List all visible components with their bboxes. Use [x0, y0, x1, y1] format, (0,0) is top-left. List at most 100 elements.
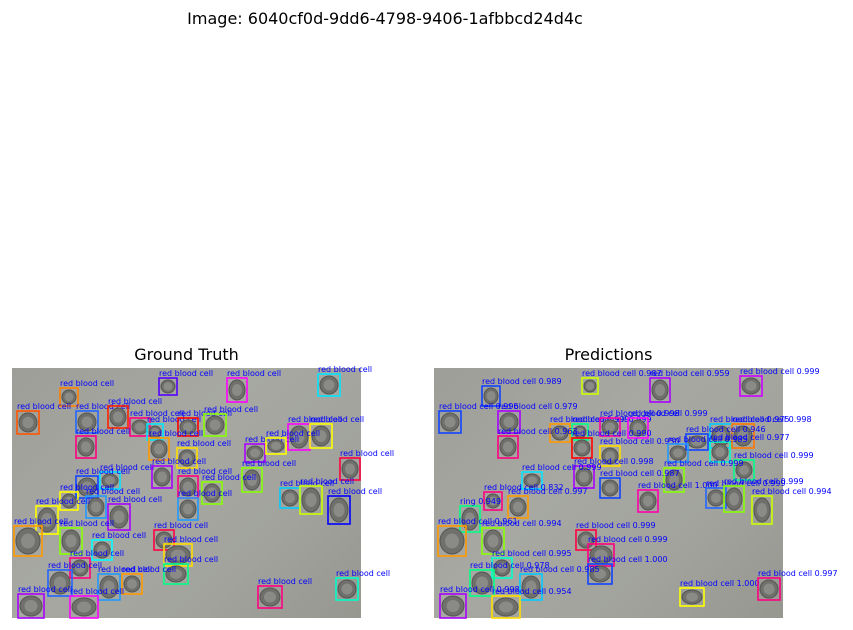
- cell-center: [757, 503, 767, 517]
- detection: red blood cell: [85, 487, 140, 519]
- detection-label: red blood cell: [98, 565, 152, 574]
- detection: red blood cell: [59, 519, 114, 555]
- detection-label: red blood cell 0.987: [582, 369, 662, 378]
- bounding-box: [751, 495, 773, 525]
- bounding-box: [35, 505, 59, 535]
- cell-center: [154, 443, 164, 455]
- detection-label: red blood cell 0.998: [440, 585, 520, 594]
- cell-center: [586, 382, 594, 390]
- cell-center: [75, 563, 85, 573]
- cell-center: [513, 501, 523, 513]
- detection: red blood cell: [176, 439, 231, 469]
- detection-label: red blood cell 0.950: [600, 437, 680, 446]
- cell-center: [183, 422, 193, 432]
- cell-center: [643, 495, 653, 507]
- cell-center: [673, 448, 683, 458]
- cell-center: [207, 487, 217, 499]
- cell-center: [64, 392, 74, 402]
- detection-label: red blood cell: [152, 457, 206, 466]
- bounding-box: [107, 503, 131, 531]
- detection-label: red blood cell: [92, 531, 146, 540]
- bounding-box: [733, 459, 755, 481]
- bounding-box: [241, 467, 263, 493]
- detection: red blood cell 0.999: [627, 409, 708, 439]
- bounding-box: [521, 471, 543, 490]
- cell-center: [527, 476, 537, 485]
- bounding-box: [75, 475, 99, 499]
- detection: red blood cell: [99, 463, 154, 490]
- cell-center: [446, 600, 460, 612]
- detection: red blood cell: [158, 369, 213, 396]
- detection: red blood cell: [163, 555, 218, 585]
- detection: red blood cell 0.950: [599, 437, 680, 467]
- cell-center: [271, 442, 281, 450]
- detection-label: red blood cell 0.999: [522, 463, 602, 472]
- bounding-box: [151, 465, 173, 489]
- cell-center: [135, 422, 145, 432]
- detection-label: red blood cell 1.000: [638, 481, 718, 490]
- detection: red blood cell 0.998: [573, 457, 654, 489]
- detection: red blood cell: [201, 473, 256, 505]
- bounding-box: [177, 497, 199, 521]
- detection: red blood cell: [257, 577, 312, 609]
- detection-label: red blood cell: [227, 369, 281, 378]
- bounding-box: [129, 417, 151, 437]
- detection-label: red blood cell: [336, 569, 390, 578]
- detection-label: red blood cell 0.961: [438, 517, 518, 526]
- cell-center: [64, 496, 74, 506]
- bounding-box: [121, 573, 143, 595]
- cell-center: [497, 563, 507, 573]
- bounding-box: [201, 481, 223, 505]
- bounding-box: [663, 467, 685, 493]
- detection: red blood cell 0.995: [491, 549, 572, 579]
- bounding-box: [16, 410, 40, 435]
- cell-center: [579, 471, 589, 483]
- cell-center: [669, 474, 679, 486]
- detection-label: red blood cell: [14, 517, 68, 526]
- cell-center: [54, 576, 66, 590]
- detection-label: red blood cell 0.999: [740, 367, 820, 376]
- bounding-box: [731, 423, 755, 449]
- detection-label: red blood cell: [108, 397, 162, 406]
- detection: red blood cell 0.954: [491, 587, 572, 619]
- bounding-box: [265, 437, 287, 455]
- cell-center: [763, 583, 775, 595]
- bounding-box: [335, 577, 359, 601]
- bounding-box: [491, 595, 521, 619]
- detection-label: red blood cell 0.832: [484, 483, 564, 492]
- detection: red blood cell 0.946: [685, 425, 766, 451]
- detection-label: red blood cell: [202, 473, 256, 482]
- bounding-box: [59, 387, 79, 407]
- cell-center: [445, 533, 459, 549]
- detection-label: red blood cell: [159, 369, 213, 378]
- bounding-box: [519, 573, 543, 601]
- bounding-box: [244, 443, 266, 463]
- detection: red blood cell 0.999: [705, 479, 786, 509]
- detection: red blood cell 0.963: [497, 427, 578, 459]
- detection-label: red blood cell: [164, 535, 218, 544]
- detection-label: red blood cell 0.990: [572, 429, 652, 438]
- detection-label: red blood cell 0.999: [628, 409, 708, 418]
- detection: red blood cell: [151, 457, 206, 489]
- detection-label: red blood cell 0.975: [710, 415, 790, 424]
- detection-label: red blood cell: [245, 435, 299, 444]
- cell-center: [77, 601, 91, 613]
- cell-center: [113, 510, 125, 524]
- bounding-box: [177, 417, 199, 437]
- detection: red blood cell 0.990: [571, 429, 652, 459]
- cell-center: [305, 493, 317, 507]
- detection-label: red blood cell 0.996: [439, 402, 519, 411]
- detection-label: red blood cell 0.999: [706, 479, 786, 488]
- detection: red blood cell: [244, 435, 299, 463]
- detection: red blood cell: [75, 467, 130, 499]
- bounding-box: [163, 563, 189, 585]
- predictions-overlay: red blood cell 0.989 red blood cell 0.987…: [437, 367, 838, 619]
- detection: red blood cell 0.999: [723, 477, 804, 513]
- detection: red blood cell 0.999: [663, 459, 744, 493]
- bounding-box: [481, 385, 501, 407]
- bounding-box: [438, 410, 462, 434]
- bounding-box: [146, 423, 164, 441]
- detection: red blood cell: [299, 477, 354, 515]
- cell-center: [486, 391, 496, 401]
- detection-label: red blood cell 0.959: [650, 369, 730, 378]
